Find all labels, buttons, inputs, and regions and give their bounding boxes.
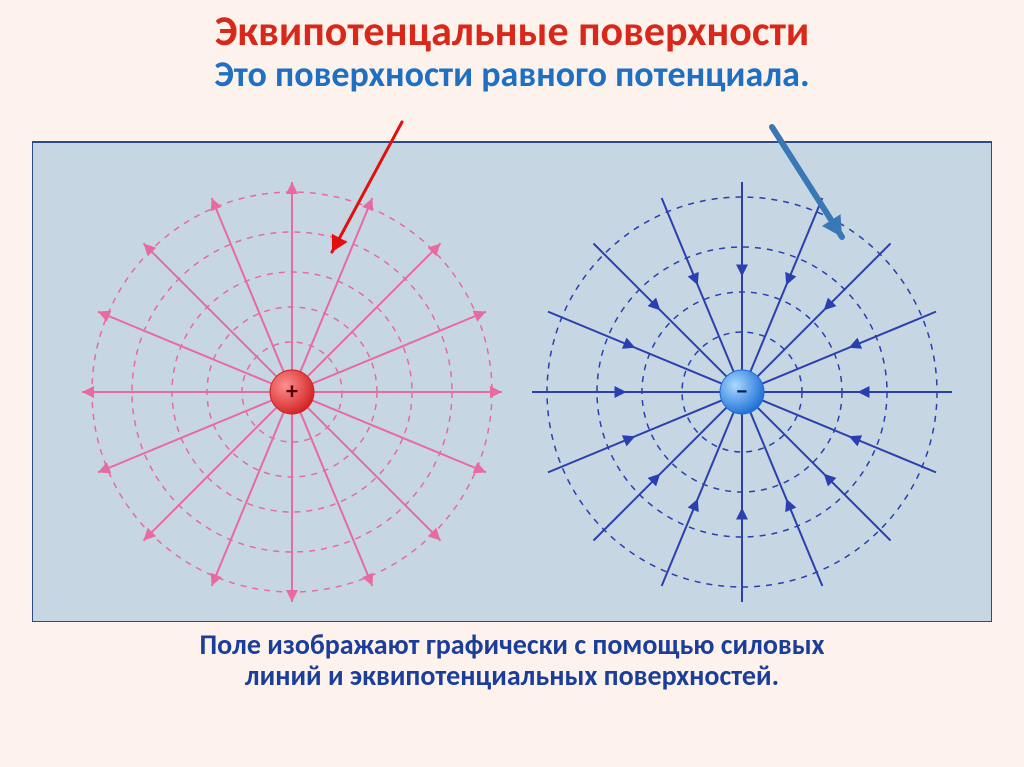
negative-diagram: − — [532, 182, 952, 602]
caption-line-2: линий и эквипотенциальных поверхностей. — [245, 658, 779, 693]
field-diagram: +− — [32, 112, 992, 622]
title: Эквипотенцальные поверхности — [0, 0, 1024, 54]
negative-charge-symbol: − — [736, 377, 748, 406]
slide: Эквипотенцальные поверхности Это поверхн… — [0, 0, 1024, 767]
caption: Поле изображают графически с помощью сил… — [0, 630, 1024, 692]
figure-container: +− — [0, 112, 1024, 622]
positive-charge-symbol: + — [286, 377, 298, 406]
subtitle: Это поверхности равного потенциала. — [0, 56, 1024, 94]
caption-line-1: Поле изображают графически с помощью сил… — [199, 627, 824, 662]
positive-diagram: + — [82, 182, 502, 602]
